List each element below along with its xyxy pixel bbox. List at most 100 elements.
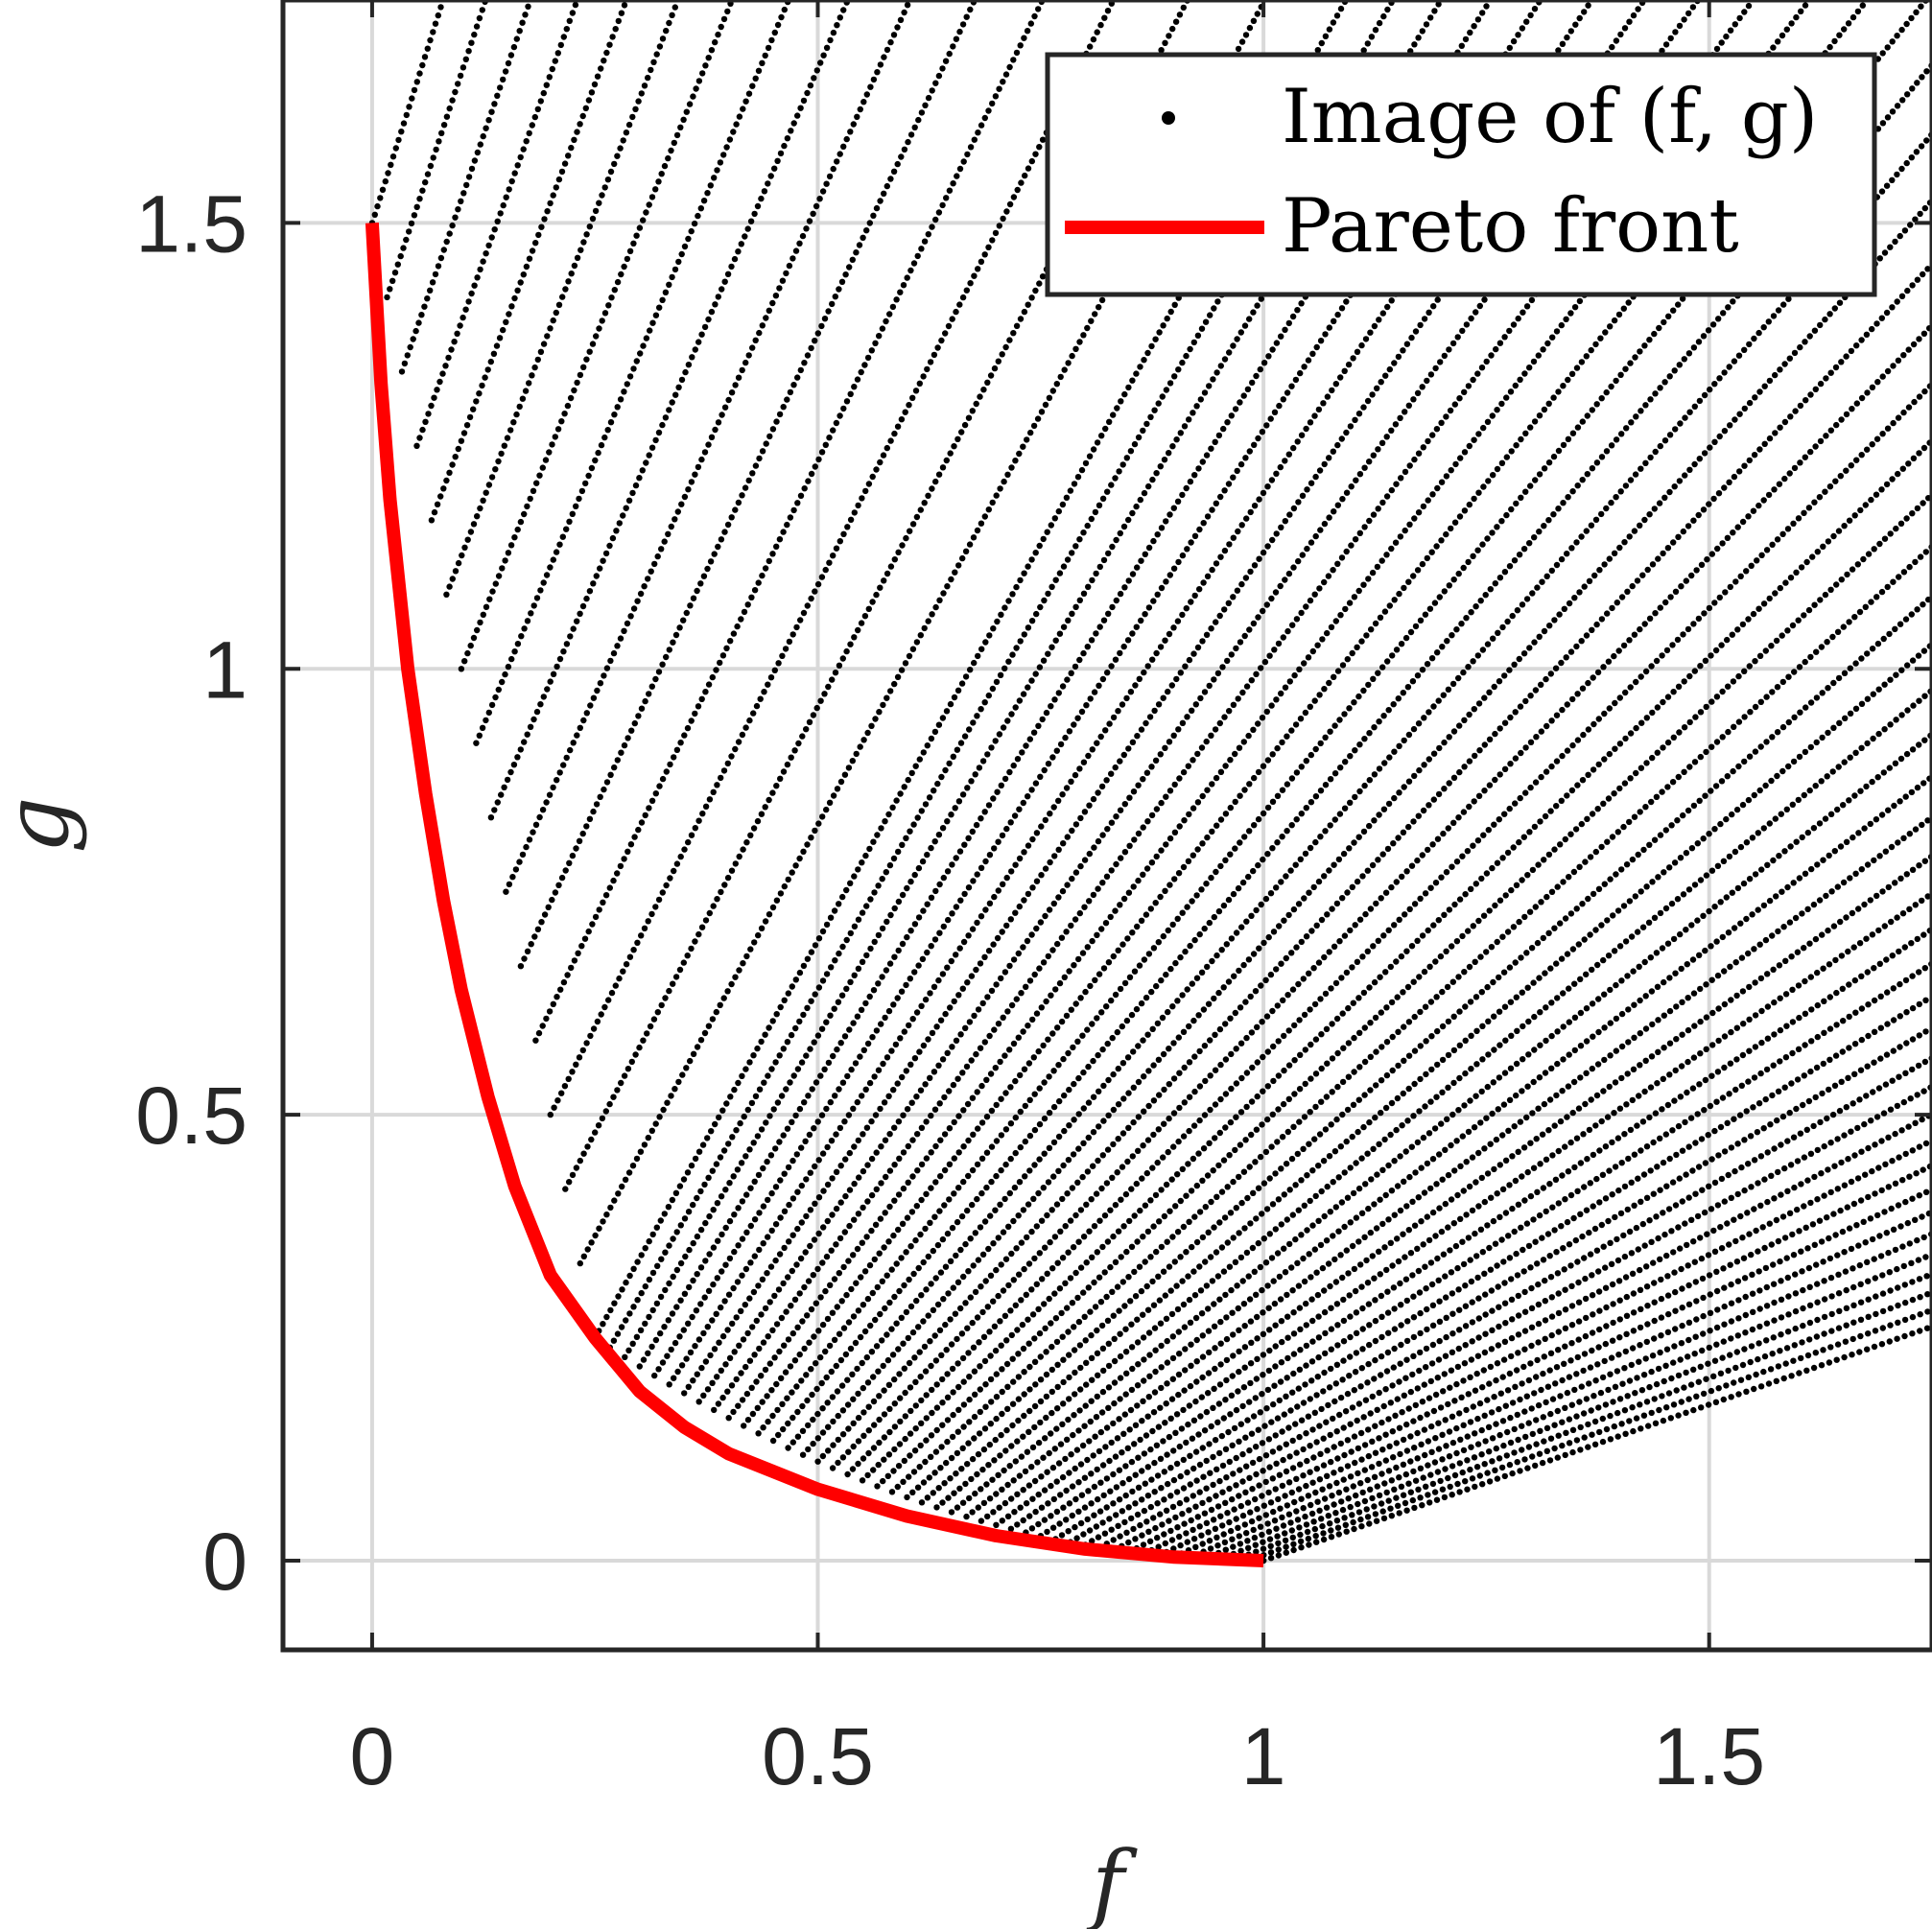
scatter-point — [1681, 356, 1688, 363]
scatter-point — [1317, 788, 1325, 794]
scatter-point — [1174, 915, 1181, 922]
scatter-point — [1246, 828, 1253, 835]
scatter-point — [1301, 660, 1308, 667]
scatter-point — [431, 508, 438, 516]
scatter-point — [677, 1297, 684, 1304]
scatter-point — [1411, 41, 1418, 48]
scatter-point — [962, 673, 970, 680]
scatter-point — [1411, 456, 1418, 463]
scatter-point — [1117, 590, 1124, 598]
scatter-point — [1770, 313, 1778, 319]
scatter-point — [1274, 792, 1282, 799]
scatter-point — [901, 1282, 907, 1289]
scatter-point — [488, 474, 496, 481]
scatter-point — [888, 1047, 895, 1054]
scatter-point — [1331, 673, 1337, 680]
scatter-point — [550, 670, 557, 677]
scatter-point — [1197, 694, 1204, 702]
scatter-point — [1417, 617, 1425, 623]
scatter-point — [1048, 992, 1054, 999]
scatter-point — [1094, 439, 1101, 446]
scatter-point — [1328, 623, 1335, 630]
scatter-point — [825, 308, 832, 315]
scatter-point — [903, 981, 909, 989]
scatter-point — [923, 1286, 930, 1293]
scatter-point — [805, 1446, 812, 1453]
scatter-point — [1172, 959, 1179, 967]
scatter-point — [590, 694, 598, 701]
scatter-point — [715, 543, 721, 551]
scatter-point — [1050, 1173, 1057, 1180]
scatter-point — [412, 327, 419, 335]
scatter-point — [1259, 429, 1266, 435]
scatter-point — [794, 1066, 802, 1072]
scatter-point — [559, 294, 566, 300]
scatter-point — [574, 732, 580, 739]
scatter-point — [1112, 907, 1119, 914]
scatter-point — [1424, 554, 1431, 562]
scatter-point — [767, 173, 774, 179]
scatter-point — [927, 1074, 933, 1082]
scatter-point — [1541, 406, 1548, 413]
scatter-point — [735, 499, 742, 506]
scatter-point — [1007, 1120, 1015, 1127]
scatter-point — [845, 1319, 853, 1326]
scatter-point — [884, 918, 890, 926]
scatter-point — [867, 896, 874, 903]
scatter-point — [559, 533, 566, 540]
scatter-point — [1110, 714, 1118, 721]
scatter-point — [603, 49, 610, 57]
scatter-point — [1021, 1066, 1028, 1072]
scatter-point — [1109, 1034, 1116, 1042]
scatter-point — [1491, 683, 1497, 691]
scatter-point — [1266, 652, 1273, 659]
scatter-point — [797, 492, 805, 499]
scatter-point — [1181, 423, 1189, 430]
scatter-point — [1215, 989, 1222, 997]
scatter-point — [786, 262, 793, 270]
scatter-point — [1251, 822, 1258, 829]
scatter-point — [1072, 663, 1079, 670]
scatter-point — [431, 394, 437, 401]
scatter-point — [1226, 541, 1233, 548]
scatter-point — [716, 1339, 722, 1346]
scatter-point — [946, 1088, 953, 1094]
scatter-point — [672, 1189, 680, 1197]
scatter-point — [524, 503, 530, 510]
scatter-point — [1089, 746, 1096, 753]
scatter-point — [788, 754, 794, 761]
scatter-point — [865, 1403, 872, 1410]
scatter-point — [1656, 500, 1663, 506]
scatter-point — [1593, 621, 1600, 628]
scatter-point — [1273, 884, 1280, 891]
scatter-point — [862, 852, 869, 859]
scatter-point — [1391, 360, 1398, 366]
scatter-point — [474, 513, 481, 520]
scatter-point — [877, 584, 884, 591]
scatter-point — [745, 477, 752, 484]
scatter-point — [1226, 349, 1233, 356]
scatter-point — [1564, 34, 1570, 41]
scatter-point — [1528, 296, 1536, 304]
scatter-point — [1419, 560, 1426, 568]
scatter-point — [911, 124, 918, 130]
scatter-point — [666, 1280, 672, 1287]
scatter-point — [1230, 342, 1237, 349]
scatter-point — [863, 1234, 870, 1240]
scatter-point — [985, 107, 992, 114]
scatter-point — [991, 893, 998, 901]
scatter-point — [840, 530, 847, 537]
scatter-point — [446, 105, 453, 112]
scatter-point — [648, 1127, 655, 1135]
scatter-point — [1386, 602, 1394, 609]
scatter-point — [881, 190, 887, 197]
scatter-point — [1230, 474, 1237, 481]
scatter-point — [622, 1353, 628, 1361]
scatter-point — [631, 834, 638, 840]
scatter-point — [1235, 528, 1241, 535]
scatter-point — [1603, 448, 1611, 455]
scatter-point — [944, 1230, 952, 1237]
scatter-point — [1010, 762, 1017, 769]
scatter-point — [776, 1052, 783, 1059]
scatter-point — [722, 1224, 729, 1232]
